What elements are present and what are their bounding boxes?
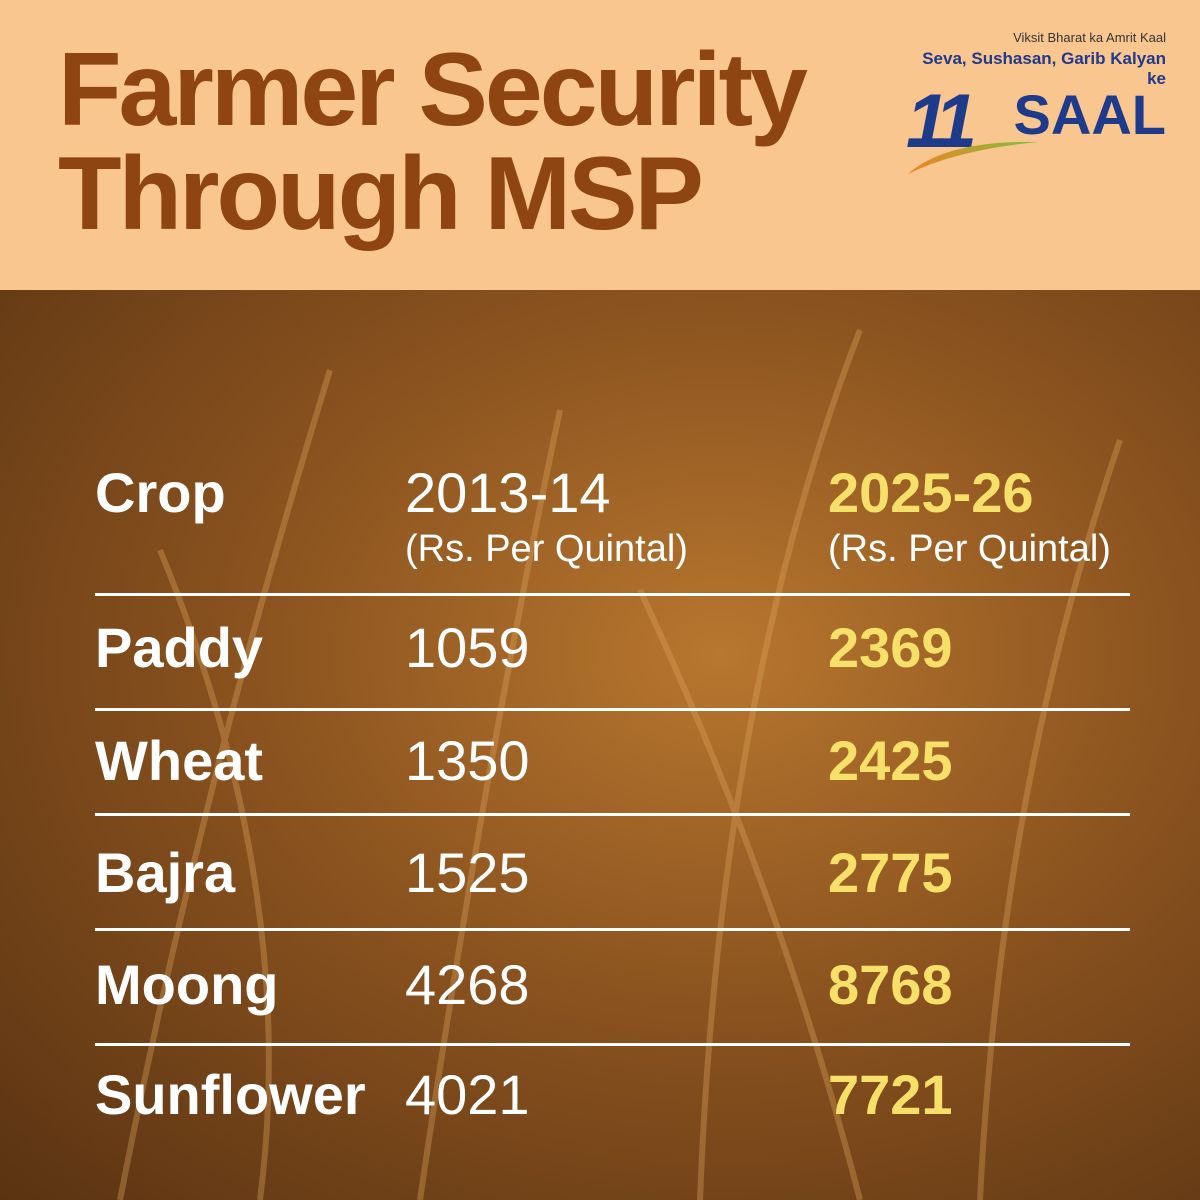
crop-name: Wheat xyxy=(95,729,263,792)
column-header: 2013-14 xyxy=(405,461,611,524)
logo-word: SAAL xyxy=(1013,83,1166,146)
msp-value: 8768 xyxy=(828,953,953,1016)
column-unit: (Rs. Per Quintal) xyxy=(405,528,688,570)
crop-name: Moong xyxy=(95,953,279,1016)
msp-value: 1350 xyxy=(405,729,530,792)
column-unit: (Rs. Per Quintal) xyxy=(828,528,1111,570)
msp-value: 2775 xyxy=(828,841,953,904)
msp-value: 2425 xyxy=(828,729,953,792)
msp-value: 1525 xyxy=(405,841,530,904)
table-area xyxy=(0,290,1200,1200)
wheat-texture xyxy=(117,328,1123,1200)
logo-swoosh xyxy=(908,141,1038,174)
crop-name: Bajra xyxy=(95,841,236,904)
crop-name: Sunflower xyxy=(95,1063,366,1126)
logo-subtitle: Seva, Sushasan, Garib Kalyan ke xyxy=(922,49,1166,88)
title: Farmer Security Through MSP xyxy=(58,32,808,252)
column-header: 2025-26 xyxy=(828,461,1034,524)
row-divider xyxy=(95,813,1130,816)
crop-name: Paddy xyxy=(95,616,264,679)
msp-value: 7721 xyxy=(828,1063,953,1126)
row-divider xyxy=(95,1043,1130,1046)
header: Farmer Security Through MSP Viksit Bhara… xyxy=(0,0,1200,290)
logo: Viksit Bharat ka Amrit Kaal Seva, Sushas… xyxy=(906,30,1166,180)
row-divider xyxy=(95,708,1130,711)
logo-tagline: Viksit Bharat ka Amrit Kaal xyxy=(1013,30,1166,45)
column-header: Crop xyxy=(95,461,226,524)
msp-value: 2369 xyxy=(828,616,953,679)
msp-value: 4268 xyxy=(405,953,530,1016)
msp-value: 1059 xyxy=(405,616,530,679)
row-divider xyxy=(95,928,1130,931)
msp-value: 4021 xyxy=(405,1063,530,1126)
row-divider xyxy=(95,593,1130,596)
